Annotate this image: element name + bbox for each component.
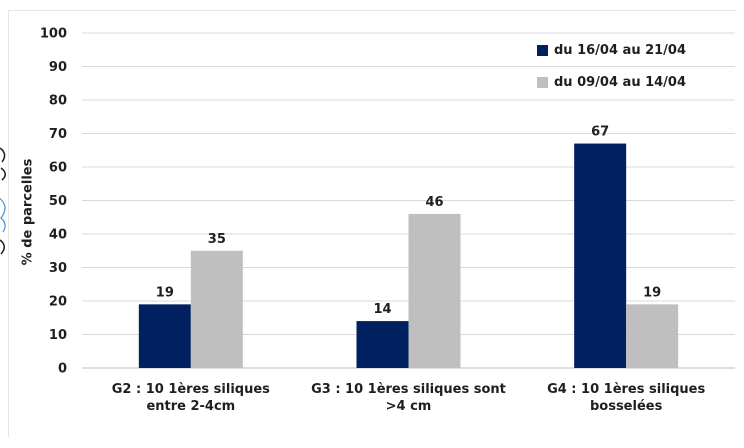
y-tick-label: 70 <box>49 127 67 142</box>
bar-series-1 <box>574 143 627 368</box>
legend-label: du 09/04 au 14/04 <box>554 74 687 90</box>
y-tick-label: 90 <box>49 60 67 75</box>
data-label: 46 <box>425 195 443 210</box>
bar-series-1 <box>138 304 191 368</box>
data-label: 19 <box>643 285 661 300</box>
y-tick-label: 50 <box>49 194 67 209</box>
bar-series-2 <box>408 213 461 368</box>
data-label: 35 <box>208 232 226 247</box>
y-tick-label: 80 <box>49 94 67 109</box>
legend-item-series-2: du 09/04 au 14/04 <box>537 66 686 98</box>
legend-swatch <box>537 44 548 56</box>
legend-label: du 16/04 au 21/04 <box>554 42 687 58</box>
legend-swatch <box>537 76 548 88</box>
legend: du 16/04 au 21/04 du 09/04 au 14/04 <box>537 34 686 98</box>
y-tick-label: 30 <box>49 261 67 276</box>
cropped-decoration <box>0 147 6 255</box>
category-label: G2 : 10 1ères siliques entre 2-4cm <box>111 382 270 414</box>
y-tick-label: 10 <box>49 328 67 343</box>
y-tick-label: 20 <box>49 295 67 310</box>
bar-series-2 <box>626 304 679 368</box>
bar-series-1 <box>356 321 409 368</box>
data-label: 19 <box>156 285 174 300</box>
legend-item-series-1: du 16/04 au 21/04 <box>537 34 686 66</box>
data-label: 14 <box>373 302 391 317</box>
y-tick-label: 100 <box>40 27 67 42</box>
y-tick-label: 40 <box>49 228 67 243</box>
data-label: 67 <box>591 125 609 140</box>
bar-series-2 <box>190 250 243 368</box>
y-tick-label: 60 <box>49 161 67 176</box>
chart-frame <box>8 10 737 437</box>
category-label: G3 : 10 1ères siliques sont >4 cm <box>311 382 506 414</box>
category-label: G4 : 10 1ères siliques bosselées <box>547 382 706 414</box>
y-tick-label: 0 <box>58 362 67 377</box>
